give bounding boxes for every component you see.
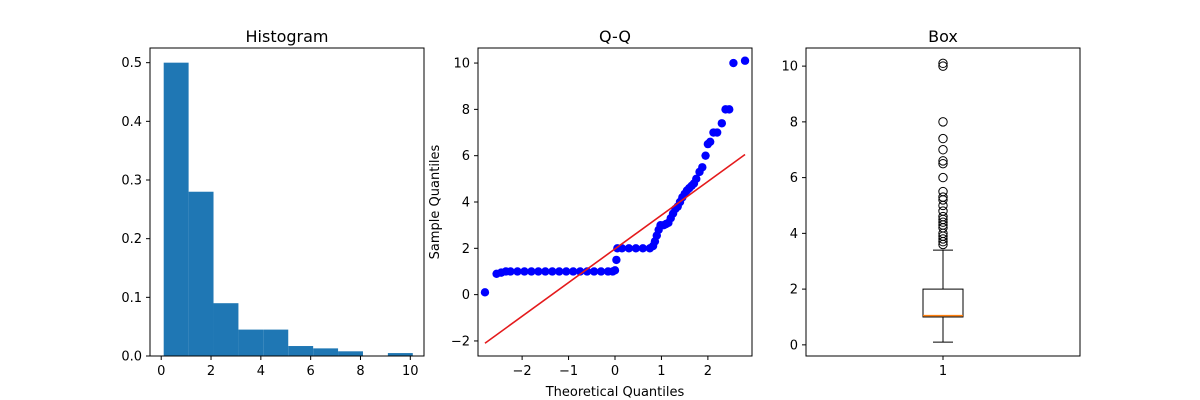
qq-point — [712, 128, 722, 137]
outlier-point — [938, 117, 948, 127]
y-tick-label: 0 — [462, 288, 470, 303]
outlier-point — [938, 158, 948, 169]
chart-title: Q-Q — [599, 27, 631, 46]
x-tick-label: 10 — [402, 364, 419, 379]
qq-point — [610, 266, 620, 275]
histogram-bar — [263, 329, 289, 356]
y-tick-label: 8 — [462, 103, 470, 118]
axes-frame — [149, 47, 425, 357]
y-tick-label: −2 — [451, 334, 470, 349]
y-tick-label: 0.0 — [121, 350, 142, 365]
qq-point — [589, 267, 599, 276]
x-tick-label: 1 — [657, 364, 665, 379]
x-tick-label: 2 — [207, 364, 215, 379]
qq-point — [513, 267, 522, 276]
histogram-bar — [288, 346, 314, 356]
qq-point — [582, 267, 592, 276]
outlier-point — [938, 192, 948, 202]
y-tick-label: 4 — [790, 227, 798, 242]
y-tick-label: 0.5 — [121, 56, 142, 71]
qq-point — [692, 174, 701, 184]
outlier-point — [938, 186, 948, 197]
histogram-bar — [188, 191, 214, 356]
y-tick-label: 2 — [790, 283, 798, 298]
qq-point — [706, 137, 715, 146]
y-tick-label: 0.2 — [121, 232, 142, 247]
outlier-point — [938, 58, 948, 69]
y-tick-label: 0.4 — [121, 115, 142, 130]
histogram-bar — [387, 353, 413, 356]
box-plot-panel: Box 0 2 4 6 8 10 1 — [781, 27, 1081, 379]
y-tick-label: 8 — [790, 115, 798, 130]
outlier-point — [938, 61, 948, 71]
qq-point — [717, 119, 727, 128]
qq-point — [527, 267, 536, 276]
histogram-bar — [238, 329, 264, 356]
qq-point — [729, 58, 738, 68]
qq-point — [534, 267, 543, 276]
y-tick-label: 4 — [462, 196, 470, 211]
x-tick-label: 8 — [356, 364, 364, 379]
histogram-bar — [313, 348, 339, 356]
histogram-bar — [338, 351, 363, 356]
x-tick-label: 4 — [257, 364, 265, 379]
qq-point — [555, 267, 564, 276]
histogram-bar — [213, 303, 239, 356]
histogram-panel: Histogram 0.0 0.1 0.2 0.3 0.4 0.5 0 2 4 6 8 10 — [121, 27, 425, 379]
x-tick-label: 1 — [939, 364, 947, 379]
qq-point — [520, 267, 529, 276]
histogram-bar — [163, 62, 189, 357]
x-tick-label: −1 — [559, 364, 578, 379]
y-tick-label: 10 — [453, 57, 470, 72]
y-tick-label: 6 — [790, 171, 798, 186]
qq-point — [701, 151, 710, 160]
y-tick-label: 0.1 — [121, 291, 142, 306]
x-tick-label: −2 — [513, 364, 532, 379]
qq-point — [506, 267, 515, 276]
qq-point — [480, 288, 490, 297]
outlier-point — [938, 211, 948, 222]
interquartile-box — [922, 288, 964, 318]
x-tick-label: 6 — [307, 364, 315, 379]
qq-point — [541, 267, 550, 276]
qq-point — [631, 244, 641, 253]
x-tick-label: 0 — [157, 364, 165, 379]
outlier-point — [938, 133, 948, 144]
outlier-point — [938, 156, 948, 166]
y-tick-label: 0.3 — [121, 174, 142, 189]
qq-plot-panel: Q-Q −2 0 2 4 6 8 10 −2 −1 0 1 2 Theoretical Quantiles… — [428, 27, 753, 400]
chart-title: Histogram — [246, 27, 329, 46]
qq-point — [725, 105, 734, 114]
outlier-point — [938, 234, 948, 244]
outlier-point — [938, 172, 948, 183]
qq-point — [562, 267, 571, 276]
qq-point — [638, 244, 648, 253]
outlier-point — [938, 145, 948, 155]
x-tick-label: 2 — [704, 364, 712, 379]
qq-point — [596, 267, 606, 276]
y-tick-label: 2 — [462, 242, 470, 257]
qq-point — [698, 163, 707, 172]
x-axis-label: Theoretical Quantiles — [545, 385, 685, 400]
qq-point — [624, 244, 634, 253]
y-tick-label: 10 — [781, 60, 798, 75]
qq-point — [548, 267, 557, 276]
y-axis-label: Sample Quantiles — [428, 144, 443, 259]
qq-point — [612, 255, 621, 265]
qq-point — [740, 56, 750, 65]
axes-frame — [805, 47, 1081, 357]
outlier-point — [938, 206, 948, 216]
qq-reference-line — [484, 153, 746, 344]
qq-point — [569, 267, 578, 276]
outlier-point — [938, 217, 948, 227]
y-tick-label: 0 — [790, 338, 798, 353]
y-tick-label: 6 — [462, 149, 470, 164]
qq-plot-area — [480, 56, 750, 344]
chart-title: Box — [928, 27, 958, 46]
x-tick-label: 0 — [611, 364, 619, 379]
axes-frame — [477, 47, 753, 357]
